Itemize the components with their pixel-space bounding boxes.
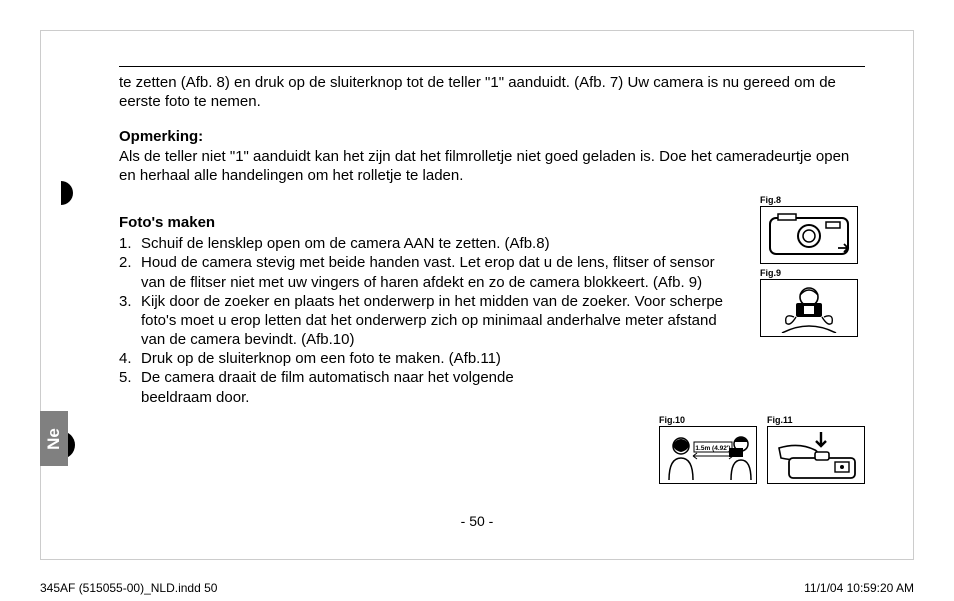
step-5: De camera draait de film automatisch naa… xyxy=(119,368,559,406)
footer-right: 11/1/04 10:59:20 AM xyxy=(804,581,914,595)
note-heading: Opmerking: xyxy=(119,128,203,145)
top-rule xyxy=(119,66,865,67)
page-frame: te zetten (Afb. 8) en druk op de sluiter… xyxy=(40,30,914,560)
page-number: - 50 - xyxy=(41,513,913,529)
note-block: Opmerking: Als de teller niet "1" aandui… xyxy=(119,127,865,185)
language-tab-label: Ne xyxy=(44,428,64,450)
figure-row-bottom: Fig.10 1.5m (4.92') xyxy=(659,411,865,484)
steps-list: Schuif de lensklep open om de camera AAN… xyxy=(119,234,744,407)
fig9-label: Fig.9 xyxy=(760,268,781,278)
imposition-footer: 345AF (515055-00)_NLD.indd 50 11/1/04 10… xyxy=(40,581,914,595)
section-heading: Foto's maken xyxy=(119,213,744,232)
fig9-illustration xyxy=(760,279,858,337)
fig8-illustration xyxy=(760,206,858,264)
footer-left: 345AF (515055-00)_NLD.indd 50 xyxy=(40,581,217,595)
fig11-illustration xyxy=(767,426,865,484)
step-2: Houd de camera stevig met beide handen v… xyxy=(119,253,739,291)
note-body: Als de teller niet "1" aanduidt kan het … xyxy=(119,148,849,184)
fig10-caption-text: 1.5m (4.92') xyxy=(695,445,730,452)
step-3: Kijk door de zoeker en plaats het onderw… xyxy=(119,292,744,350)
step-4: Druk op de sluiterknop om een foto te ma… xyxy=(119,349,559,368)
intro-paragraph: te zetten (Afb. 8) en druk op de sluiter… xyxy=(119,73,865,111)
fig8-label: Fig.8 xyxy=(760,195,781,205)
step-1: Schuif de lensklep open om de camera AAN… xyxy=(119,234,739,253)
fig11-label: Fig.11 xyxy=(767,415,793,425)
fig10-illustration: 1.5m (4.92') xyxy=(659,426,757,484)
language-tab: Ne xyxy=(40,411,68,466)
fig10-label: Fig.10 xyxy=(659,415,685,425)
photos-section: Foto's maken Schuif de lensklep open om … xyxy=(119,213,865,407)
figure-column-right: Fig.8 Fig.9 xyxy=(760,191,865,407)
